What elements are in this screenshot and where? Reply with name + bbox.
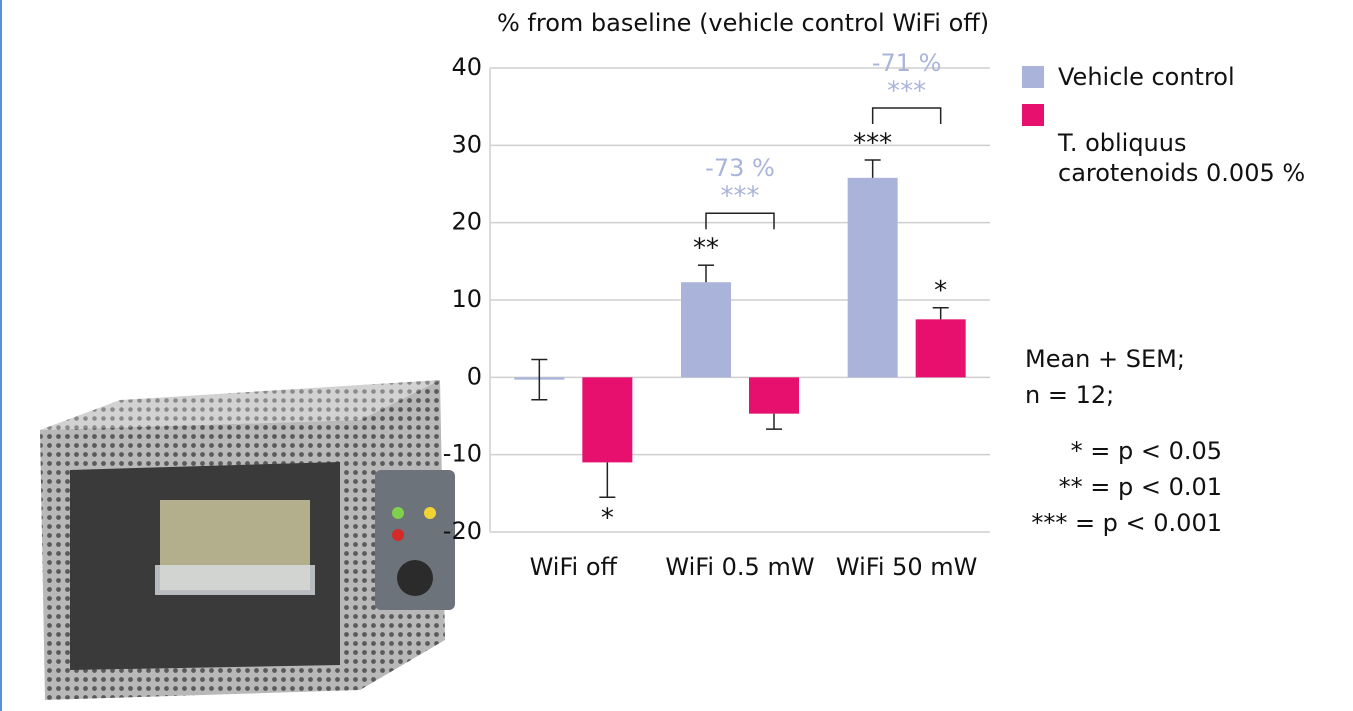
bar (582, 377, 633, 463)
legend-swatch (1022, 66, 1044, 88)
x-tick-label: WiFi 50 mW (836, 553, 978, 581)
significance-key: *** = p < 0.001 (1031, 509, 1222, 537)
photo (40, 380, 455, 700)
bar (915, 319, 966, 378)
bar (749, 377, 799, 414)
y-tick-label: -20 (443, 517, 482, 545)
significance-label: ** (693, 234, 719, 264)
y-tick-label: -10 (443, 440, 482, 468)
legend-label: T. obliquus carotenoids 0.005 % (1058, 129, 1306, 187)
bar (681, 282, 731, 378)
significance-label: * (934, 276, 947, 306)
legend-label: Vehicle control (1058, 63, 1235, 91)
significance-label: *** (853, 129, 892, 159)
comparison-stars: *** (721, 182, 760, 212)
comparison-bracket (705, 212, 775, 230)
x-tick-label: WiFi 0.5 mW (665, 553, 814, 581)
x-tick-label: WiFi off (530, 553, 618, 581)
y-tick-label: 20 (451, 208, 482, 236)
y-tick-label: 10 (451, 285, 482, 313)
note: n = 12; (1025, 381, 1114, 409)
bar (847, 177, 898, 378)
comparison-stars: *** (887, 77, 926, 107)
comparison-percent: -73 % (705, 154, 775, 182)
significance-key: ** = p < 0.01 (1059, 473, 1222, 501)
y-tick-label: 30 (451, 130, 482, 158)
comparison-bracket (871, 107, 942, 125)
legend-swatch (1022, 104, 1044, 126)
significance-label: * (601, 504, 614, 534)
y-tick-label: 40 (451, 53, 482, 81)
comparison-percent: -71 % (872, 49, 942, 77)
note: Mean + SEM; (1025, 345, 1185, 373)
chart-title: % from baseline (vehicle control WiFi of… (497, 9, 989, 37)
y-tick-label: 0 (467, 362, 482, 390)
significance-key: * = p < 0.05 (1071, 437, 1222, 465)
